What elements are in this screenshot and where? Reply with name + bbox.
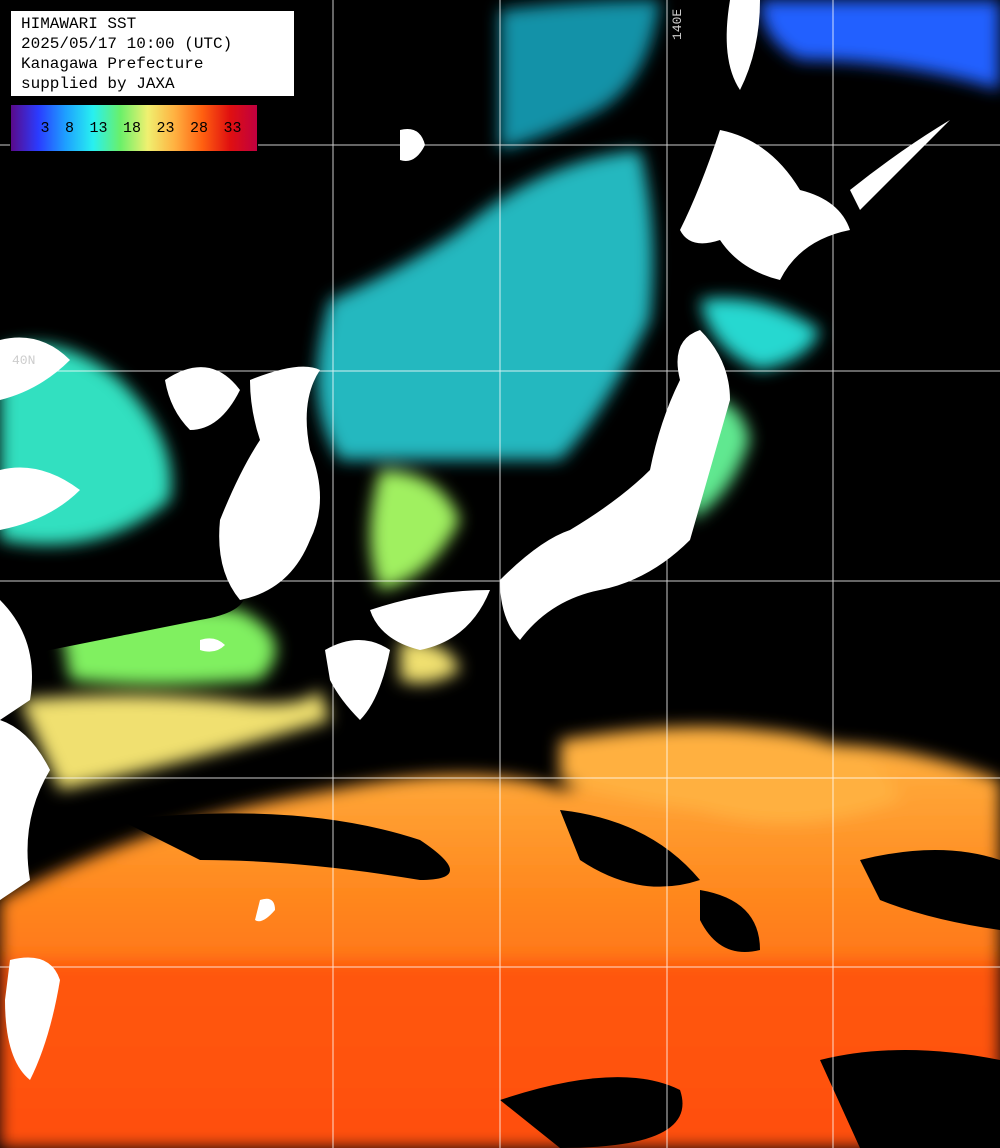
- land: [0, 0, 950, 1080]
- legend-tick: 33: [223, 119, 242, 137]
- legend-tick: 13: [89, 119, 108, 137]
- latitude-label: 40N: [12, 353, 36, 368]
- header-line: supplied by JAXA: [21, 75, 175, 93]
- header-line: 2025/05/17 10:00 (UTC): [21, 35, 233, 53]
- legend-tick: 3: [40, 119, 50, 137]
- header-line: HIMAWARI SST: [21, 15, 137, 33]
- legend-tick: 18: [122, 119, 141, 137]
- longitude-label: 140E: [670, 8, 685, 40]
- legend-tick: 28: [189, 119, 208, 137]
- header-box: HIMAWARI SST 2025/05/17 10:00 (UTC) Kana…: [10, 10, 295, 97]
- legend-tick: 23: [156, 119, 175, 137]
- legend-tick: 8: [64, 119, 74, 137]
- cloud-mask: [0, 580, 1000, 1148]
- header-line: Kanagawa Prefecture: [21, 55, 204, 73]
- color-legend: 3 8 13 18 23 28 33: [10, 104, 258, 152]
